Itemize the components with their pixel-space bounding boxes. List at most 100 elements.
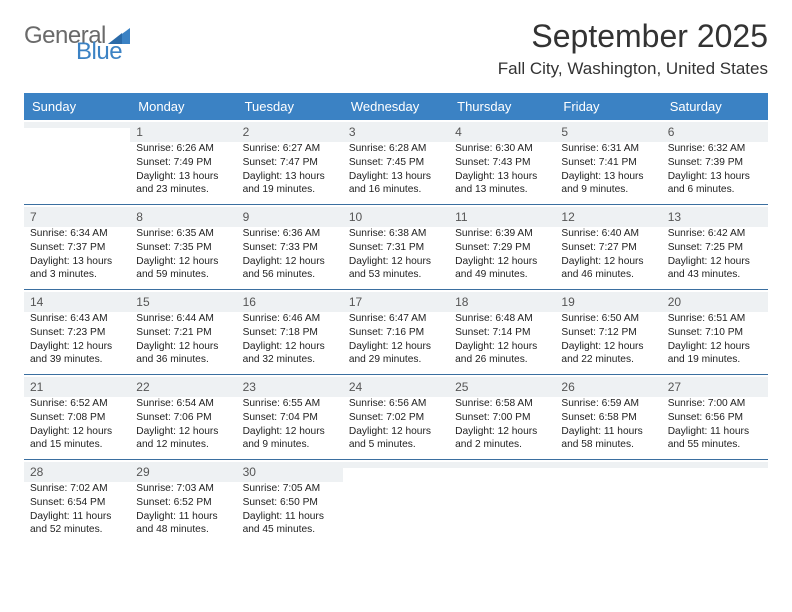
day-cell: 23Sunrise: 6:55 AMSunset: 7:04 PMDayligh… bbox=[237, 375, 343, 459]
day-cell: 3Sunrise: 6:28 AMSunset: 7:45 PMDaylight… bbox=[343, 120, 449, 204]
day-info: Sunrise: 6:56 AMSunset: 7:02 PMDaylight:… bbox=[349, 397, 443, 452]
day-info: Sunrise: 6:44 AMSunset: 7:21 PMDaylight:… bbox=[136, 312, 230, 367]
day-cell: 11Sunrise: 6:39 AMSunset: 7:29 PMDayligh… bbox=[449, 205, 555, 289]
day-cell: 4Sunrise: 6:30 AMSunset: 7:43 PMDaylight… bbox=[449, 120, 555, 204]
day-cell: 9Sunrise: 6:36 AMSunset: 7:33 PMDaylight… bbox=[237, 205, 343, 289]
month-title: September 2025 bbox=[498, 18, 768, 55]
day-info: Sunrise: 6:31 AMSunset: 7:41 PMDaylight:… bbox=[561, 142, 655, 197]
day-cell: 13Sunrise: 6:42 AMSunset: 7:25 PMDayligh… bbox=[662, 205, 768, 289]
week-row: 21Sunrise: 6:52 AMSunset: 7:08 PMDayligh… bbox=[24, 375, 768, 460]
daylight: Daylight: 12 hours and 59 minutes. bbox=[136, 255, 230, 283]
day-header: Wednesday bbox=[343, 93, 449, 120]
day-number bbox=[24, 122, 130, 128]
daylight: Daylight: 12 hours and 12 minutes. bbox=[136, 425, 230, 453]
day-number: 12 bbox=[555, 207, 661, 227]
logo-sub: Blue bbox=[76, 40, 130, 64]
daylight: Daylight: 12 hours and 32 minutes. bbox=[243, 340, 337, 368]
sunset: Sunset: 7:04 PM bbox=[243, 411, 337, 425]
day-number: 23 bbox=[237, 377, 343, 397]
sunrise: Sunrise: 6:27 AM bbox=[243, 142, 337, 156]
day-cell: 25Sunrise: 6:58 AMSunset: 7:00 PMDayligh… bbox=[449, 375, 555, 459]
sunset: Sunset: 6:56 PM bbox=[668, 411, 762, 425]
day-cell: 26Sunrise: 6:59 AMSunset: 6:58 PMDayligh… bbox=[555, 375, 661, 459]
day-info: Sunrise: 6:40 AMSunset: 7:27 PMDaylight:… bbox=[561, 227, 655, 282]
day-info: Sunrise: 6:54 AMSunset: 7:06 PMDaylight:… bbox=[136, 397, 230, 452]
day-cell: 29Sunrise: 7:03 AMSunset: 6:52 PMDayligh… bbox=[130, 460, 236, 544]
sunrise: Sunrise: 6:36 AM bbox=[243, 227, 337, 241]
daylight: Daylight: 13 hours and 3 minutes. bbox=[30, 255, 124, 283]
daylight: Daylight: 12 hours and 19 minutes. bbox=[668, 340, 762, 368]
day-info: Sunrise: 7:05 AMSunset: 6:50 PMDaylight:… bbox=[243, 482, 337, 537]
day-cell: 19Sunrise: 6:50 AMSunset: 7:12 PMDayligh… bbox=[555, 290, 661, 374]
day-header: Saturday bbox=[662, 93, 768, 120]
day-info: Sunrise: 6:35 AMSunset: 7:35 PMDaylight:… bbox=[136, 227, 230, 282]
day-info: Sunrise: 6:26 AMSunset: 7:49 PMDaylight:… bbox=[136, 142, 230, 197]
daylight: Daylight: 13 hours and 23 minutes. bbox=[136, 170, 230, 198]
daylight: Daylight: 12 hours and 39 minutes. bbox=[30, 340, 124, 368]
sunset: Sunset: 7:33 PM bbox=[243, 241, 337, 255]
sunset: Sunset: 7:45 PM bbox=[349, 156, 443, 170]
daylight: Daylight: 12 hours and 15 minutes. bbox=[30, 425, 124, 453]
daylight: Daylight: 11 hours and 48 minutes. bbox=[136, 510, 230, 538]
day-cell: 2Sunrise: 6:27 AMSunset: 7:47 PMDaylight… bbox=[237, 120, 343, 204]
daylight: Daylight: 12 hours and 9 minutes. bbox=[243, 425, 337, 453]
sunset: Sunset: 7:43 PM bbox=[455, 156, 549, 170]
day-number: 28 bbox=[24, 462, 130, 482]
sunrise: Sunrise: 6:43 AM bbox=[30, 312, 124, 326]
daylight: Daylight: 12 hours and 56 minutes. bbox=[243, 255, 337, 283]
logo-text: General Blue bbox=[24, 24, 130, 64]
day-number: 8 bbox=[130, 207, 236, 227]
daylight: Daylight: 12 hours and 29 minutes. bbox=[349, 340, 443, 368]
location: Fall City, Washington, United States bbox=[498, 59, 768, 79]
daylight: Daylight: 12 hours and 22 minutes. bbox=[561, 340, 655, 368]
day-number: 13 bbox=[662, 207, 768, 227]
sunrise: Sunrise: 6:26 AM bbox=[136, 142, 230, 156]
sunset: Sunset: 7:29 PM bbox=[455, 241, 549, 255]
day-number: 18 bbox=[449, 292, 555, 312]
sunset: Sunset: 7:49 PM bbox=[136, 156, 230, 170]
sunset: Sunset: 7:23 PM bbox=[30, 326, 124, 340]
day-header: Thursday bbox=[449, 93, 555, 120]
day-headers: Sunday Monday Tuesday Wednesday Thursday… bbox=[24, 93, 768, 120]
day-number: 14 bbox=[24, 292, 130, 312]
day-info: Sunrise: 6:59 AMSunset: 6:58 PMDaylight:… bbox=[561, 397, 655, 452]
sunset: Sunset: 7:02 PM bbox=[349, 411, 443, 425]
day-cell bbox=[24, 120, 130, 204]
sunset: Sunset: 7:39 PM bbox=[668, 156, 762, 170]
daylight: Daylight: 12 hours and 49 minutes. bbox=[455, 255, 549, 283]
day-cell: 18Sunrise: 6:48 AMSunset: 7:14 PMDayligh… bbox=[449, 290, 555, 374]
sunrise: Sunrise: 6:30 AM bbox=[455, 142, 549, 156]
sunset: Sunset: 6:50 PM bbox=[243, 496, 337, 510]
day-info: Sunrise: 6:43 AMSunset: 7:23 PMDaylight:… bbox=[30, 312, 124, 367]
day-info: Sunrise: 6:47 AMSunset: 7:16 PMDaylight:… bbox=[349, 312, 443, 367]
day-info: Sunrise: 6:30 AMSunset: 7:43 PMDaylight:… bbox=[455, 142, 549, 197]
sunrise: Sunrise: 6:50 AM bbox=[561, 312, 655, 326]
sunrise: Sunrise: 6:47 AM bbox=[349, 312, 443, 326]
daylight: Daylight: 13 hours and 9 minutes. bbox=[561, 170, 655, 198]
day-info: Sunrise: 6:48 AMSunset: 7:14 PMDaylight:… bbox=[455, 312, 549, 367]
day-cell: 22Sunrise: 6:54 AMSunset: 7:06 PMDayligh… bbox=[130, 375, 236, 459]
sunrise: Sunrise: 6:56 AM bbox=[349, 397, 443, 411]
sunrise: Sunrise: 6:34 AM bbox=[30, 227, 124, 241]
day-cell: 27Sunrise: 7:00 AMSunset: 6:56 PMDayligh… bbox=[662, 375, 768, 459]
sunrise: Sunrise: 6:38 AM bbox=[349, 227, 443, 241]
day-header: Friday bbox=[555, 93, 661, 120]
day-cell: 28Sunrise: 7:02 AMSunset: 6:54 PMDayligh… bbox=[24, 460, 130, 544]
day-header: Monday bbox=[130, 93, 236, 120]
day-cell bbox=[555, 460, 661, 544]
sunset: Sunset: 6:58 PM bbox=[561, 411, 655, 425]
sunset: Sunset: 7:37 PM bbox=[30, 241, 124, 255]
daylight: Daylight: 11 hours and 52 minutes. bbox=[30, 510, 124, 538]
day-cell: 10Sunrise: 6:38 AMSunset: 7:31 PMDayligh… bbox=[343, 205, 449, 289]
sunrise: Sunrise: 6:35 AM bbox=[136, 227, 230, 241]
daylight: Daylight: 11 hours and 45 minutes. bbox=[243, 510, 337, 538]
sunset: Sunset: 7:27 PM bbox=[561, 241, 655, 255]
day-cell: 14Sunrise: 6:43 AMSunset: 7:23 PMDayligh… bbox=[24, 290, 130, 374]
header: General Blue September 2025 Fall City, W… bbox=[24, 18, 768, 79]
day-number: 16 bbox=[237, 292, 343, 312]
sunset: Sunset: 6:52 PM bbox=[136, 496, 230, 510]
sunset: Sunset: 7:12 PM bbox=[561, 326, 655, 340]
logo: General Blue bbox=[24, 24, 130, 64]
sunrise: Sunrise: 6:59 AM bbox=[561, 397, 655, 411]
day-header: Sunday bbox=[24, 93, 130, 120]
